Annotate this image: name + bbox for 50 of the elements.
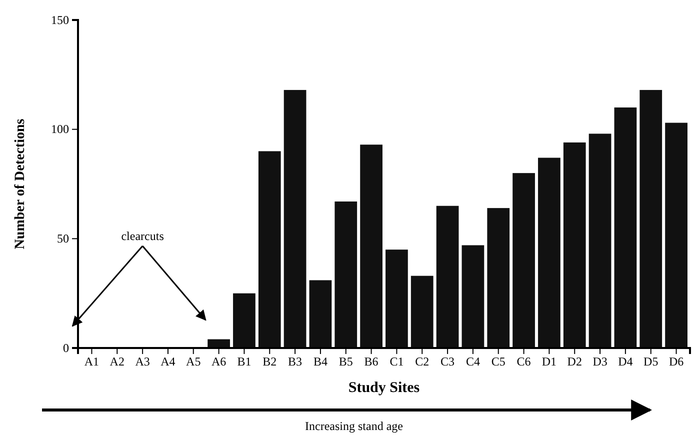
x-tick-label: C5 [491, 354, 506, 369]
bar [334, 201, 358, 348]
bar [614, 107, 637, 348]
x-tick-label: B1 [237, 354, 252, 369]
x-tick-label: B4 [313, 354, 328, 369]
bar [462, 245, 484, 348]
bar [360, 144, 382, 348]
x-tick-label: D5 [644, 354, 658, 369]
x-tick-label: C3 [440, 354, 455, 369]
y-tick-label: 0 [63, 340, 69, 355]
y-axis-title: Number of Detections [13, 118, 28, 250]
x-tick-label: A3 [135, 354, 150, 369]
bar [258, 151, 281, 348]
y-tick-label: 150 [51, 12, 69, 27]
y-tick-label: 50 [57, 232, 69, 246]
x-tick-label: C6 [516, 354, 531, 369]
x-tick-label: B2 [262, 354, 277, 369]
x-tick-label: C4 [466, 354, 480, 369]
bar [487, 208, 510, 348]
x-tick-label: C2 [415, 354, 430, 369]
x-tick-label: D1 [542, 354, 557, 369]
bar [563, 142, 586, 348]
bar [410, 276, 434, 348]
bar [640, 90, 662, 348]
x-tick-label: A4 [160, 354, 176, 369]
x-tick-label: A5 [186, 354, 201, 369]
text: Increasing stand age [305, 419, 403, 433]
x-tick-label: D4 [618, 354, 633, 369]
bar [588, 134, 612, 348]
x-tick-label: B6 [364, 354, 378, 369]
annotation: clearcuts [121, 229, 164, 243]
x-tick-label: C1 [390, 354, 404, 369]
bar [386, 250, 408, 348]
bar [436, 206, 459, 348]
x-tick-label: A6 [211, 354, 226, 369]
bar [233, 293, 256, 348]
bar [309, 280, 332, 348]
x-axis-title: Study Sites [348, 380, 420, 396]
bar [538, 158, 560, 348]
x-tick-label: A2 [110, 354, 124, 369]
x-tick-label: D2 [567, 354, 582, 369]
x-tick-label: B5 [338, 354, 353, 369]
bar [284, 90, 306, 348]
x-tick-label: D6 [668, 354, 684, 369]
x-tick-label: B3 [288, 354, 302, 369]
bar [665, 122, 688, 348]
bar [512, 173, 535, 348]
y-tick-label: 100 [51, 122, 69, 136]
x-tick-label: A1 [84, 354, 100, 369]
x-tick-label: D3 [592, 354, 608, 369]
